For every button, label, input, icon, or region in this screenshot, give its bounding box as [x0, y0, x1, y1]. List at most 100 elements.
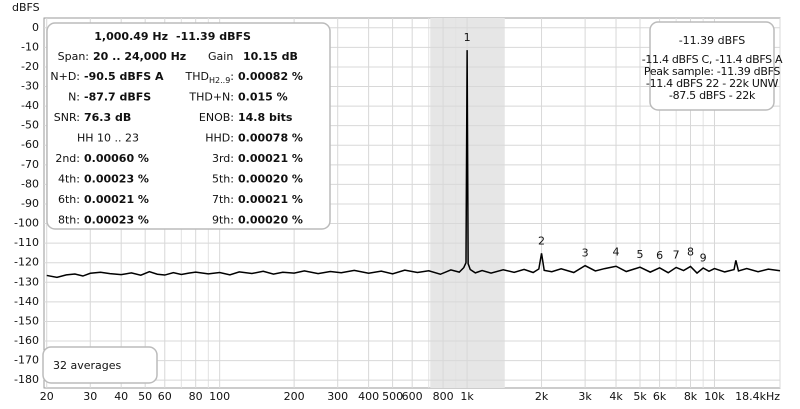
y-tick-label: -80 [21, 177, 39, 190]
x-tick-label: 60 [158, 390, 172, 403]
level-box [649, 21, 775, 111]
summary-value: 0.00020 % [238, 214, 303, 227]
summary-label: 6th: [58, 193, 80, 206]
x-tick-label: 300 [327, 390, 348, 403]
summary-label: N: [68, 91, 80, 104]
summary-label: N+D: [50, 70, 80, 83]
y-tick-label: -90 [21, 197, 39, 210]
y-tick-label: -70 [21, 158, 39, 171]
summary-label: 3rd: [212, 152, 234, 165]
y-tick-label: -150 [14, 314, 39, 327]
summary-label-sub: H2..9 [209, 76, 230, 85]
harmonic-label: 6 [656, 249, 663, 262]
summary-level: -11.39 dBFS [176, 30, 251, 43]
y-tick-label: -40 [21, 99, 39, 112]
x-tick-label: 200 [284, 390, 305, 403]
gain-label: Gain [208, 50, 233, 63]
summary-label: HH 10 .. 23 [77, 132, 139, 145]
summary-label-main: THD [185, 70, 209, 83]
x-tick-label: 3k [578, 390, 592, 403]
level-line: Peak sample: -11.39 dBFS [644, 65, 781, 78]
averages-box [42, 346, 158, 384]
x-tick-label: 6k [653, 390, 667, 403]
x-tick-label: 18.4kHz [735, 390, 780, 403]
x-tick-label: 80 [189, 390, 203, 403]
harmonic-label: 3 [582, 247, 589, 260]
span-label: Span: [58, 50, 89, 63]
y-axis-label: dBFS [12, 1, 40, 14]
x-tick-label: 10k [704, 390, 725, 403]
summary-value: 0.00021 % [238, 152, 303, 165]
harmonic-label: 1 [464, 31, 471, 44]
x-tick-label: 40 [114, 390, 128, 403]
harmonic-label: 7 [673, 248, 680, 261]
y-tick-label: -140 [14, 295, 39, 308]
gain-value: 10.15 dB [243, 50, 298, 63]
summary-label: SNR: [54, 111, 80, 124]
x-tick-label: 8k [684, 390, 698, 403]
x-tick-label: 500 [382, 390, 403, 403]
harmonic-label: 4 [613, 245, 620, 258]
x-tick-label: 800 [433, 390, 454, 403]
y-tick-label: 0 [32, 21, 39, 34]
x-tick-label: 20 [40, 390, 54, 403]
summary-frequency: 1,000.49 Hz [94, 30, 168, 43]
summary-label-colon: : [230, 70, 234, 83]
harmonic-label: 2 [538, 234, 545, 247]
y-tick-label: -10 [21, 40, 39, 53]
summary-value: 0.00021 % [84, 193, 149, 206]
y-tick-label: -20 [21, 60, 39, 73]
summary-panel: 1,000.49 Hz -11.39 dBFS Span: 20 .. 24,000 … [46, 22, 331, 230]
level-main: -11.39 dBFS [679, 34, 746, 47]
summary-value: -87.7 dBFS [84, 91, 151, 104]
level-line: -11.4 dBFS C, -11.4 dBFS A [642, 53, 783, 66]
level-line: -11.4 dBFS 22 - 22k UNW [646, 77, 779, 90]
summary-label: THDH2..9: [185, 70, 234, 85]
x-tick-label: 100 [209, 390, 230, 403]
level-panel: -11.39 dBFS -11.4 dBFS C, -11.4 dBFS APea… [642, 21, 783, 111]
summary-value: 0.00023 % [84, 173, 149, 186]
y-tick-label: -180 [14, 373, 39, 386]
spectrum-line [46, 50, 781, 279]
x-tick-label: 1k [460, 390, 474, 403]
harmonic-label: 8 [687, 246, 694, 259]
summary-label: 2nd: [55, 152, 80, 165]
y-tick-label: -110 [14, 236, 39, 249]
harmonic-label: 5 [637, 248, 644, 261]
summary-value: 0.00023 % [84, 214, 149, 227]
summary-label: THD+N: [188, 91, 234, 104]
x-tick-label: 50 [138, 390, 152, 403]
y-tick-label: -160 [14, 334, 39, 347]
y-tick-label: -130 [14, 275, 39, 288]
summary-value: 14.8 bits [238, 111, 293, 124]
summary-label: 8th: [58, 214, 80, 227]
span-value: 20 .. 24,000 Hz [93, 50, 186, 63]
y-tick-label: -30 [21, 80, 39, 93]
summary-label: HHD: [205, 132, 234, 145]
x-tick-label: 30 [83, 390, 97, 403]
summary-value: 0.00020 % [238, 173, 303, 186]
x-tick-label: 600 [402, 390, 423, 403]
y-tick-label: -60 [21, 138, 39, 151]
summary-label: ENOB: [199, 111, 234, 124]
x-tick-label: 400 [358, 390, 379, 403]
y-tick-label: -120 [14, 256, 39, 269]
summary-label: 4th: [58, 173, 80, 186]
summary-value: -90.5 dBFS A [84, 70, 164, 83]
summary-label: 9th: [212, 214, 234, 227]
level-line: -87.5 dBFS - 22k [669, 89, 756, 102]
harmonic-label: 9 [700, 252, 707, 265]
summary-value: 0.00060 % [84, 152, 149, 165]
summary-label: 5th: [212, 173, 234, 186]
summary-value: 0.015 % [238, 91, 288, 104]
y-tick-label: -50 [21, 119, 39, 132]
summary-value: 0.00078 % [238, 132, 303, 145]
summary-box [46, 22, 331, 230]
x-tick-label: 5k [633, 390, 647, 403]
summary-value: 0.00021 % [238, 193, 303, 206]
summary-value: 0.00082 % [238, 70, 303, 83]
summary-label: 7th: [212, 193, 234, 206]
x-tick-label: 4k [609, 390, 623, 403]
averages-panel: 32 averages [42, 346, 158, 384]
